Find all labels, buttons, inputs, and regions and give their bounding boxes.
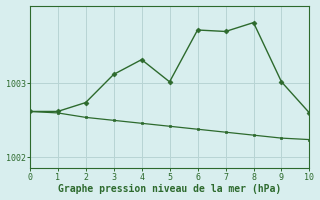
X-axis label: Graphe pression niveau de la mer (hPa): Graphe pression niveau de la mer (hPa) bbox=[58, 184, 281, 194]
